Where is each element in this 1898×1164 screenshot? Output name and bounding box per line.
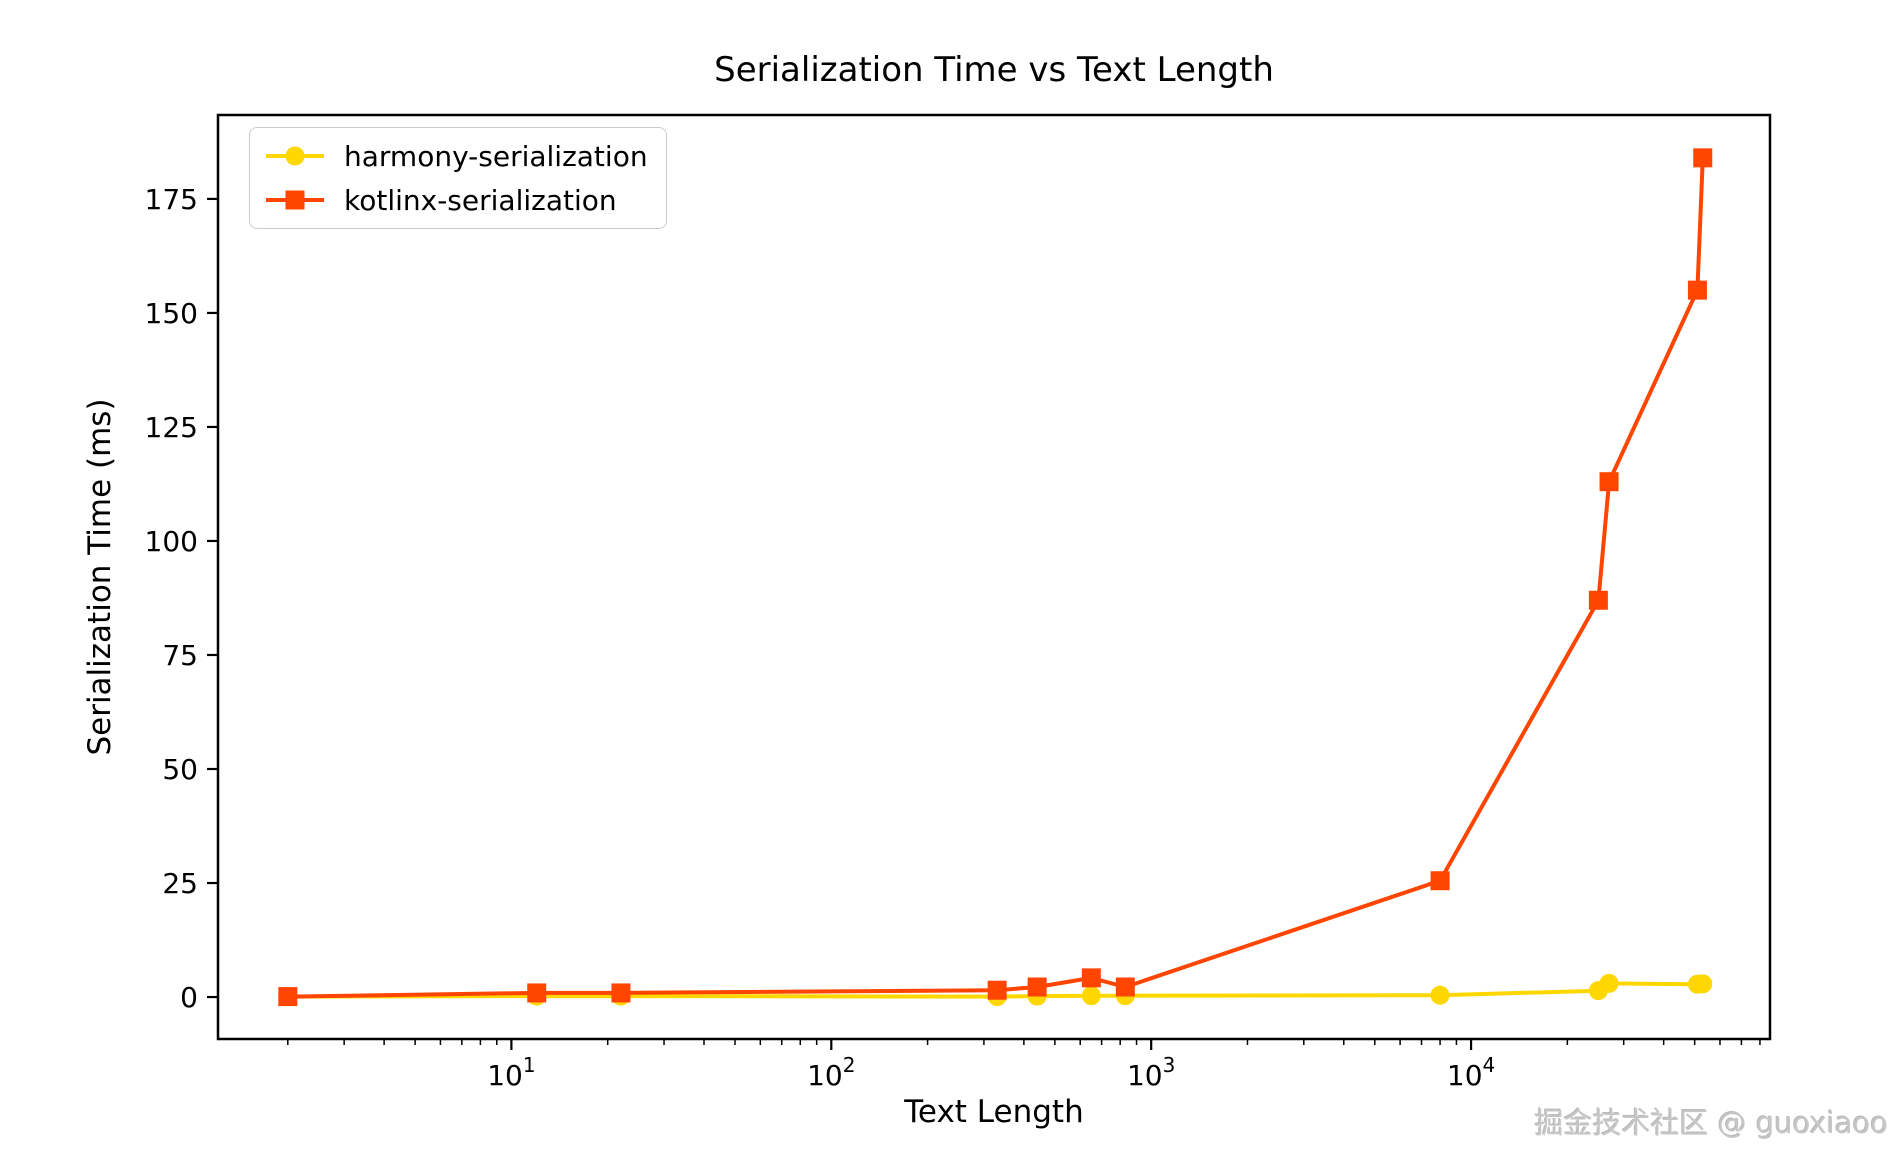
legend: harmony-serialization kotlinx-serializati… [249, 127, 667, 229]
x-tick-label: 102 [807, 1053, 855, 1092]
harmony-serialization-point [1599, 973, 1619, 993]
plot-border [216, 113, 1772, 1041]
legend-label: harmony-serialization [344, 139, 648, 173]
kotlinx-serialization-point [1588, 590, 1608, 610]
kotlinx-serialization-point [1687, 280, 1707, 300]
y-tick-label: 125 [145, 411, 198, 444]
harmony-serialization-legend-marker [266, 146, 324, 166]
chart-title: Serialization Time vs Text Length [714, 50, 1274, 90]
y-tick-label: 50 [162, 753, 198, 786]
y-tick-label: 0 [180, 981, 198, 1014]
x-axis-label: Text Length [904, 1094, 1084, 1130]
y-tick-label: 75 [162, 639, 198, 672]
watermark: 掘金技术社区 @ guoxiaoo [1534, 1106, 1888, 1140]
x-tick-label: 103 [1127, 1053, 1175, 1092]
kotlinx-serialization-point [1693, 148, 1713, 168]
harmony-serialization-point [1081, 986, 1101, 1006]
y-tick-label: 150 [145, 297, 198, 330]
kotlinx-serialization-point [1430, 871, 1450, 891]
y-tick-label: 100 [145, 525, 198, 558]
kotlinx-serialization-point [611, 983, 631, 1003]
x-tick-label: 101 [487, 1053, 535, 1092]
circle-marker-icon [285, 146, 305, 166]
kotlinx-serialization-point [1115, 977, 1135, 997]
harmony-serialization-point [1693, 974, 1713, 994]
y-tick-label: 25 [162, 867, 198, 900]
kotlinx-serialization-point [1027, 977, 1047, 997]
harmony-serialization-line [287, 981, 1703, 999]
square-marker-icon [285, 190, 305, 210]
kotlinx-serialization-point [527, 983, 547, 1003]
kotlinx-serialization-point [1599, 472, 1619, 492]
y-tick-label: 175 [145, 183, 198, 216]
kotlinx-serialization-point [278, 987, 298, 1007]
kotlinx-serialization-line [287, 157, 1705, 999]
x-tick-label: 104 [1447, 1053, 1495, 1092]
kotlinx-serialization-legend-marker [266, 190, 324, 210]
y-axis-label: Serialization Time (ms) [82, 398, 118, 756]
legend-entry-kotlinx-serialization: kotlinx-serialization [266, 182, 648, 218]
legend-label: kotlinx-serialization [344, 183, 617, 217]
kotlinx-serialization-point [1081, 968, 1101, 988]
harmony-serialization-point [1430, 985, 1450, 1005]
legend-entry-harmony-serialization: harmony-serialization [266, 138, 648, 174]
kotlinx-serialization-point [987, 980, 1007, 1000]
